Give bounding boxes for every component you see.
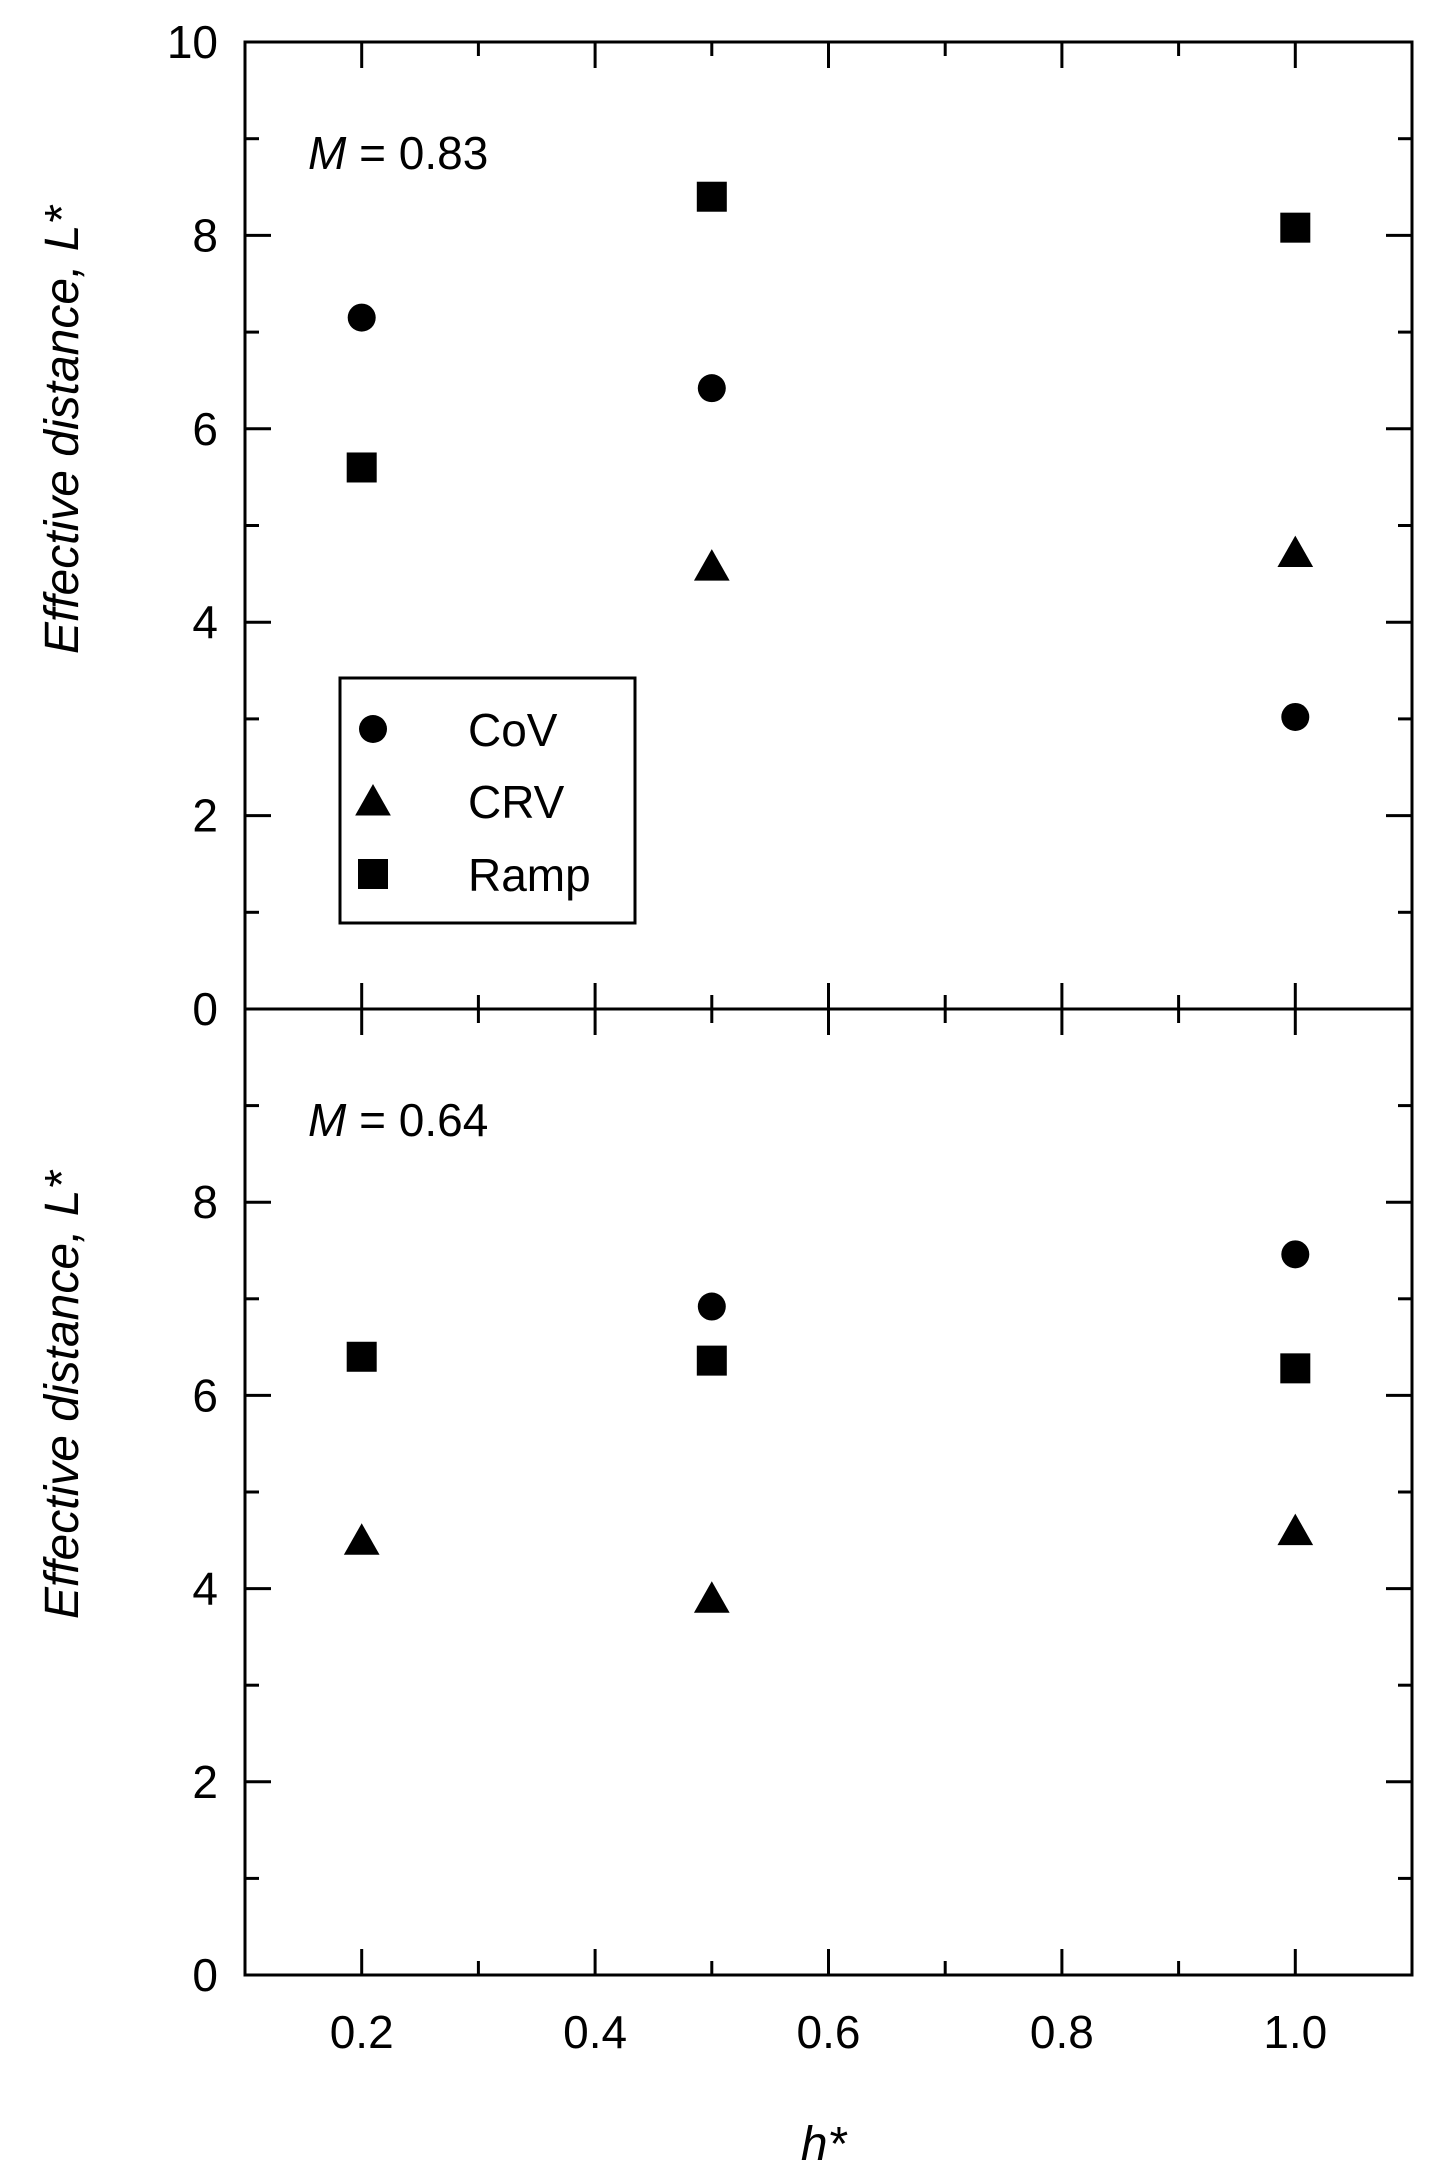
series-crv <box>693 535 1314 581</box>
legend-marker-crv <box>355 784 391 816</box>
annotation-var: M <box>308 1094 347 1146</box>
legend-label-crv: CRV <box>468 776 565 828</box>
panel-top: 0 2 4 6 8 10 Effective distance, L* M = 0.83 CoV… <box>36 16 1414 1035</box>
cov-point <box>347 303 376 332</box>
legend-label-cov: CoV <box>468 704 558 756</box>
legend-marker-cov <box>359 715 387 743</box>
crv-point <box>693 549 730 581</box>
x-tick-label: 0.4 <box>563 2006 627 2058</box>
y-tick-label: 0 <box>192 983 218 1035</box>
x-tick-label: 0.6 <box>797 2006 861 2058</box>
legend: CoV CRV Ramp <box>338 676 637 925</box>
crv-point <box>1277 1513 1314 1546</box>
y-axis-title: Effective distance, L* <box>36 205 89 655</box>
ramp-point <box>1280 1353 1311 1384</box>
x-axis-title: h* <box>801 2118 848 2171</box>
legend-box <box>338 676 637 925</box>
cov-point <box>697 1292 726 1321</box>
cov-point <box>1281 1240 1310 1269</box>
y-tick-label: 0 <box>192 1949 218 2001</box>
legend-marker-ramp <box>358 859 388 889</box>
plot-layer: 0 2 4 6 8 10 Effective distance, L* M = 0.83 CoV… <box>36 16 1414 2171</box>
annotation: M = 0.64 <box>308 1094 488 1146</box>
y-tick-label: 4 <box>192 1563 218 1615</box>
ramp-point <box>346 452 377 483</box>
cov-point <box>697 374 726 403</box>
y-axis-title: Effective distance, L* <box>36 1170 89 1620</box>
ramp-point <box>696 181 727 212</box>
annotation-value: = 0.83 <box>346 127 488 179</box>
x-tick-label: 0.2 <box>330 2006 394 2058</box>
y-tick-label: 6 <box>192 403 218 455</box>
series-cov <box>697 1240 1310 1321</box>
crv-point <box>343 1523 380 1555</box>
x-tick-label: 0.8 <box>1030 2006 1094 2058</box>
series-ramp <box>346 1341 1311 1384</box>
annotation-value: = 0.64 <box>346 1094 488 1146</box>
legend-label-ramp: Ramp <box>468 849 591 901</box>
plot-frame <box>243 1007 1414 1977</box>
annotation: M = 0.83 <box>308 127 488 179</box>
series-ramp <box>346 181 1311 483</box>
y-tick-label: 8 <box>192 1176 218 1228</box>
panel-bottom: 0 2 4 6 8 0.2 0.4 0.6 0.8 1.0 Effective distance, … <box>36 1007 1414 2171</box>
annotation-var: M <box>308 127 347 179</box>
series-crv <box>343 1513 1314 1613</box>
y-tick-label: 2 <box>192 790 218 842</box>
crv-point <box>1277 535 1314 568</box>
ramp-point <box>1280 212 1311 243</box>
y-tick-label: 2 <box>192 1756 218 1808</box>
series-cov <box>347 303 1310 731</box>
y-tick-label: 6 <box>192 1369 218 1421</box>
ramp-point <box>346 1341 377 1372</box>
crv-point <box>693 1581 730 1613</box>
cov-point <box>1281 702 1310 731</box>
y-tick-label: 10 <box>167 16 218 68</box>
y-tick-label: 4 <box>192 596 218 648</box>
ramp-point <box>696 1345 727 1376</box>
y-tick-label: 8 <box>192 209 218 261</box>
x-tick-label: 1.0 <box>1263 2006 1327 2058</box>
